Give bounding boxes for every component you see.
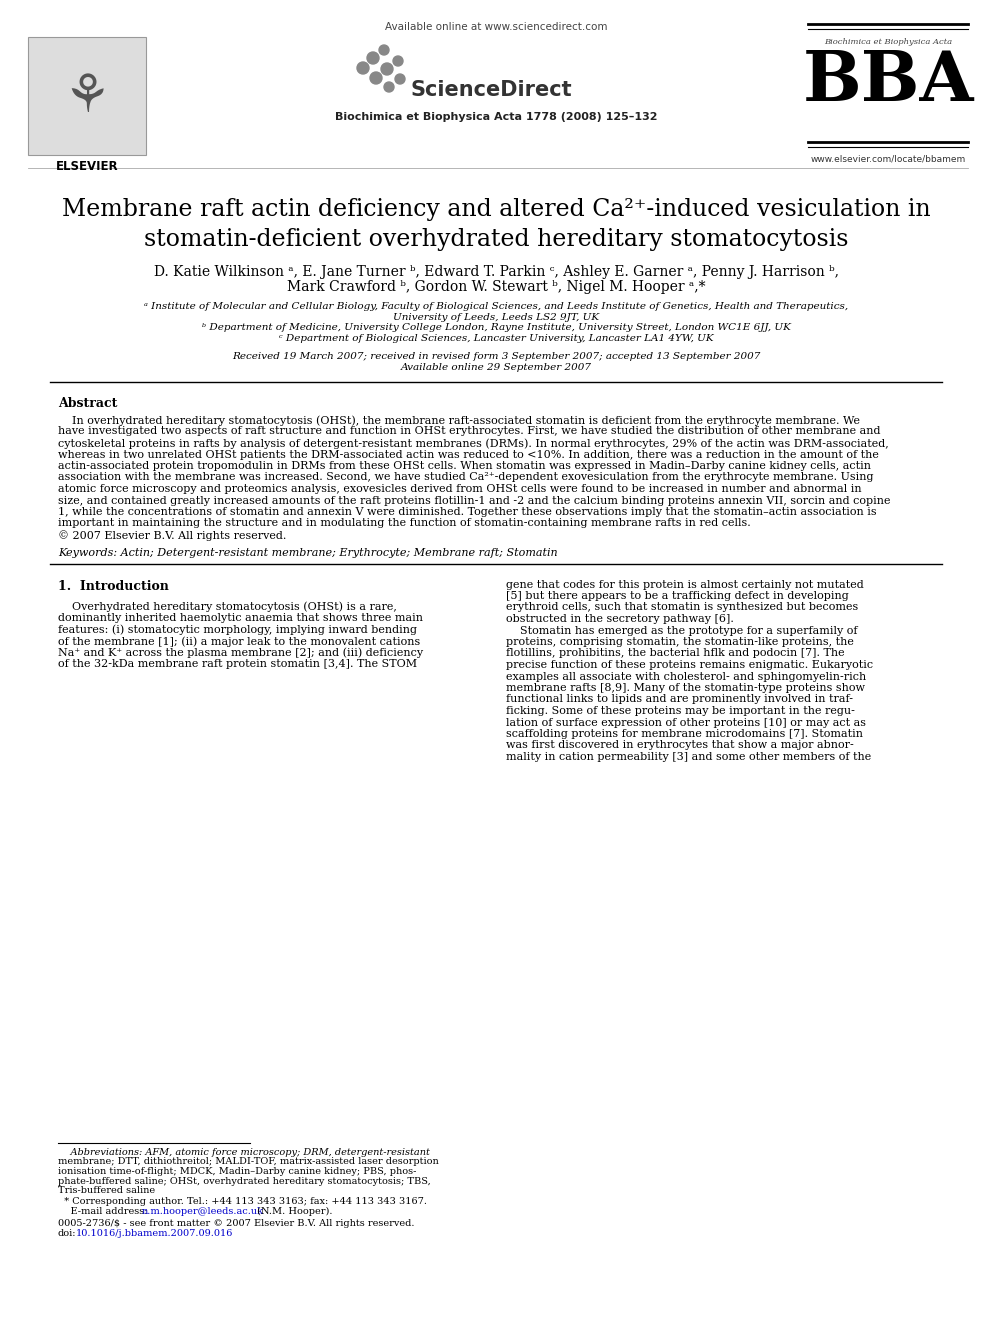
Text: ionisation time-of-flight; MDCK, Madin–Darby canine kidney; PBS, phos-: ionisation time-of-flight; MDCK, Madin–D… [58, 1167, 417, 1176]
Text: cytoskeletal proteins in rafts by analysis of detergent-resistant membranes (DRM: cytoskeletal proteins in rafts by analys… [58, 438, 889, 448]
Bar [28, 37, 146, 155]
Text: ELSEVIER: ELSEVIER [56, 160, 118, 173]
Text: Abbreviations: AFM, atomic force microscopy; DRM, detergent-resistant: Abbreviations: AFM, atomic force microsc… [58, 1148, 430, 1158]
Text: examples all associate with cholesterol- and sphingomyelin-rich: examples all associate with cholesterol-… [506, 672, 866, 681]
Text: important in maintaining the structure and in modulating the function of stomati: important in maintaining the structure a… [58, 519, 751, 528]
Text: * Corresponding author. Tel.: +44 113 343 3163; fax: +44 113 343 3167.: * Corresponding author. Tel.: +44 113 34… [58, 1197, 427, 1207]
Text: Keywords: Actin; Detergent-resistant membrane; Erythrocyte; Membrane raft; Stoma: Keywords: Actin; Detergent-resistant mem… [58, 548, 558, 557]
Text: have investigated two aspects of raft structure and function in OHSt erythrocyte: have investigated two aspects of raft st… [58, 426, 881, 437]
Text: lation of surface expression of other proteins [10] or may act as: lation of surface expression of other pr… [506, 717, 866, 728]
Text: © 2007 Elsevier B.V. All rights reserved.: © 2007 Elsevier B.V. All rights reserved… [58, 531, 287, 541]
Text: ficking. Some of these proteins may be important in the regu-: ficking. Some of these proteins may be i… [506, 706, 855, 716]
Text: membrane; DTT, dithiothreitol; MALDI-TOF, matrix-assisted laser desorption: membrane; DTT, dithiothreitol; MALDI-TOF… [58, 1158, 438, 1167]
Text: Membrane raft actin deficiency and altered Ca²⁺-induced vesiculation in: Membrane raft actin deficiency and alter… [62, 198, 930, 221]
Circle shape [379, 45, 389, 56]
Text: [5] but there appears to be a trafficking defect in developing: [5] but there appears to be a traffickin… [506, 591, 849, 601]
Text: size, and contained greatly increased amounts of the raft proteins flotillin-1 a: size, and contained greatly increased am… [58, 496, 891, 505]
Text: 1.  Introduction: 1. Introduction [58, 579, 169, 593]
Text: Overhydrated hereditary stomatocytosis (OHSt) is a rare,: Overhydrated hereditary stomatocytosis (… [58, 602, 397, 613]
Text: In overhydrated hereditary stomatocytosis (OHSt), the membrane raft-associated s: In overhydrated hereditary stomatocytosi… [58, 415, 860, 426]
Text: dominantly inherited haemolytic anaemia that shows three main: dominantly inherited haemolytic anaemia … [58, 613, 423, 623]
Text: actin-associated protein tropomodulin in DRMs from these OHSt cells. When stomat: actin-associated protein tropomodulin in… [58, 460, 871, 471]
Text: obstructed in the secretory pathway [6].: obstructed in the secretory pathway [6]. [506, 614, 734, 624]
Text: Stomatin has emerged as the prototype for a superfamily of: Stomatin has emerged as the prototype fo… [506, 626, 857, 635]
Text: ᶜ Department of Biological Sciences, Lancaster University, Lancaster LA1 4YW, UK: ᶜ Department of Biological Sciences, Lan… [279, 333, 713, 343]
Text: ⚘: ⚘ [63, 71, 111, 123]
Text: flotillins, prohibitins, the bacterial hflk and podocin [7]. The: flotillins, prohibitins, the bacterial h… [506, 648, 844, 659]
Text: doi:: doi: [58, 1229, 76, 1238]
Text: D. Katie Wilkinson ᵃ, E. Jane Turner ᵇ, Edward T. Parkin ᶜ, Ashley E. Garner ᵃ, : D. Katie Wilkinson ᵃ, E. Jane Turner ᵇ, … [154, 265, 838, 279]
Text: features: (i) stomatocytic morphology, implying inward bending: features: (i) stomatocytic morphology, i… [58, 624, 417, 635]
Text: functional links to lipids and are prominently involved in traf-: functional links to lipids and are promi… [506, 695, 853, 705]
Text: whereas in two unrelated OHSt patients the DRM-associated actin was reduced to <: whereas in two unrelated OHSt patients t… [58, 450, 879, 459]
Text: Mark Crawford ᵇ, Gordon W. Stewart ᵇ, Nigel M. Hooper ᵃ,*: Mark Crawford ᵇ, Gordon W. Stewart ᵇ, Ni… [287, 280, 705, 294]
Text: Biochimica et Biophysica Acta 1778 (2008) 125–132: Biochimica et Biophysica Acta 1778 (2008… [334, 112, 658, 122]
Text: of the membrane [1]; (ii) a major leak to the monovalent cations: of the membrane [1]; (ii) a major leak t… [58, 636, 421, 647]
Text: ᵃ Institute of Molecular and Cellular Biology, Faculty of Biological Sciences, a: ᵃ Institute of Molecular and Cellular Bi… [144, 302, 848, 311]
Text: of the 32-kDa membrane raft protein stomatin [3,4]. The STOM: of the 32-kDa membrane raft protein stom… [58, 659, 417, 669]
Text: gene that codes for this protein is almost certainly not mutated: gene that codes for this protein is almo… [506, 579, 864, 590]
Text: Na⁺ and K⁺ across the plasma membrane [2]; and (iii) deficiency: Na⁺ and K⁺ across the plasma membrane [2… [58, 647, 424, 658]
Text: erythroid cells, such that stomatin is synthesized but becomes: erythroid cells, such that stomatin is s… [506, 602, 858, 613]
Text: phate-buffered saline; OHSt, overhydrated hereditary stomatocytosis; TBS,: phate-buffered saline; OHSt, overhydrate… [58, 1176, 431, 1185]
Circle shape [370, 71, 382, 83]
Circle shape [381, 64, 393, 75]
Text: 0005-2736/$ - see front matter © 2007 Elsevier B.V. All rights reserved.: 0005-2736/$ - see front matter © 2007 El… [58, 1220, 415, 1229]
Text: University of Leeds, Leeds LS2 9JT, UK: University of Leeds, Leeds LS2 9JT, UK [393, 314, 599, 321]
Circle shape [384, 82, 394, 93]
Text: Available online at www.sciencedirect.com: Available online at www.sciencedirect.co… [385, 22, 607, 32]
Text: n.m.hooper@leeds.ac.uk: n.m.hooper@leeds.ac.uk [142, 1207, 264, 1216]
Text: was first discovered in erythrocytes that show a major abnor-: was first discovered in erythrocytes tha… [506, 741, 854, 750]
Text: atomic force microscopy and proteomics analysis, exovesicles derived from OHSt c: atomic force microscopy and proteomics a… [58, 484, 862, 493]
Text: precise function of these proteins remains enigmatic. Eukaryotic: precise function of these proteins remai… [506, 660, 873, 669]
Circle shape [395, 74, 405, 83]
Text: www.elsevier.com/locate/bbamem: www.elsevier.com/locate/bbamem [810, 155, 965, 164]
Text: E-mail address:: E-mail address: [58, 1207, 151, 1216]
Text: association with the membrane was increased. Second, we have studied Ca²⁺-depend: association with the membrane was increa… [58, 472, 874, 483]
Text: proteins, comprising stomatin, the stomatin-like proteins, the: proteins, comprising stomatin, the stoma… [506, 636, 854, 647]
Text: membrane rafts [8,9]. Many of the stomatin-type proteins show: membrane rafts [8,9]. Many of the stomat… [506, 683, 865, 693]
Text: stomatin-deficient overhydrated hereditary stomatocytosis: stomatin-deficient overhydrated heredita… [144, 228, 848, 251]
Text: Received 19 March 2007; received in revised form 3 September 2007; accepted 13 S: Received 19 March 2007; received in revi… [232, 352, 760, 361]
Text: ᵇ Department of Medicine, University College London, Rayne Institute, University: ᵇ Department of Medicine, University Col… [201, 323, 791, 332]
Text: (N.M. Hooper).: (N.M. Hooper). [254, 1207, 332, 1216]
Text: Tris-buffered saline: Tris-buffered saline [58, 1185, 155, 1195]
Text: BBA: BBA [803, 48, 974, 115]
Text: 1, while the concentrations of stomatin and annexin V were diminished. Together : 1, while the concentrations of stomatin … [58, 507, 877, 517]
Text: scaffolding proteins for membrane microdomains [7]. Stomatin: scaffolding proteins for membrane microd… [506, 729, 863, 740]
Text: Available online 29 September 2007: Available online 29 September 2007 [401, 363, 591, 372]
Circle shape [367, 52, 379, 64]
Text: ScienceDirect: ScienceDirect [410, 79, 571, 101]
Text: Biochimica et Biophysica Acta: Biochimica et Biophysica Acta [824, 38, 952, 46]
Text: Abstract: Abstract [58, 397, 117, 410]
Circle shape [357, 62, 369, 74]
Text: 10.1016/j.bbamem.2007.09.016: 10.1016/j.bbamem.2007.09.016 [76, 1229, 233, 1238]
Circle shape [393, 56, 403, 66]
Text: mality in cation permeability [3] and some other members of the: mality in cation permeability [3] and so… [506, 751, 871, 762]
